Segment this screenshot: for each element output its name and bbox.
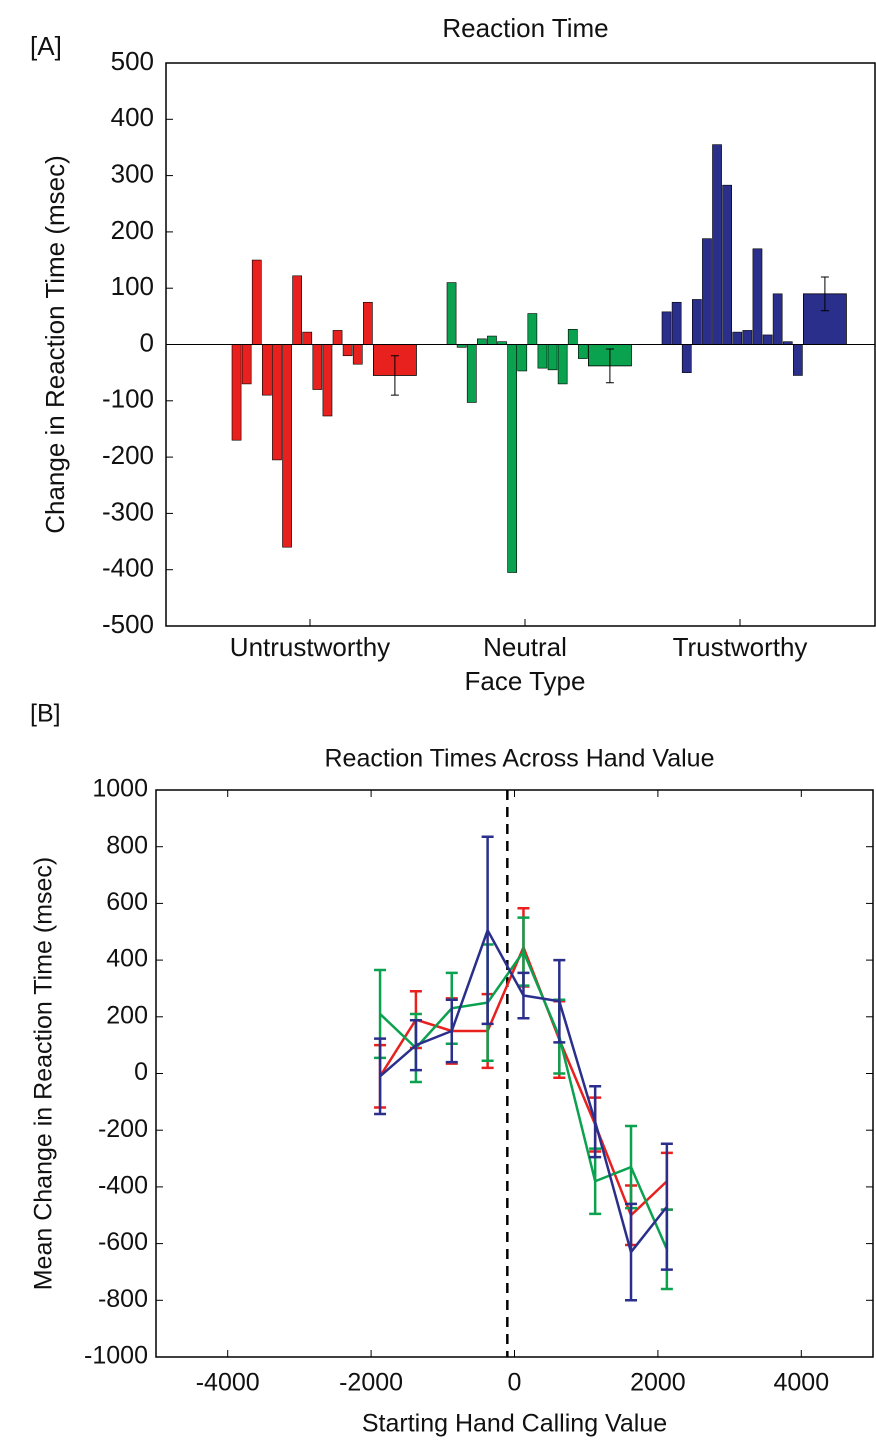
y-tick-label: -400 <box>98 1172 148 1200</box>
panel-label: [B] <box>30 700 61 728</box>
y-tick-label: 0 <box>134 1058 148 1086</box>
y-tick-label: -300 <box>102 496 154 526</box>
bar <box>241 344 252 385</box>
chart-title: Reaction Times Across Hand Value <box>324 745 714 773</box>
y-tick-label: -800 <box>98 1285 148 1313</box>
bar <box>702 238 712 345</box>
x-tick-label: Untrustworthy <box>230 632 390 662</box>
y-tick-label: -200 <box>102 440 154 470</box>
bar <box>567 328 578 345</box>
series-line <box>379 927 668 1255</box>
y-tick-label: -600 <box>98 1228 148 1256</box>
x-tick-label: -2000 <box>339 1369 403 1397</box>
bar <box>712 144 722 345</box>
bar <box>792 344 803 376</box>
x-tick-label: 0 <box>508 1369 522 1397</box>
y-tick-label: 400 <box>106 945 148 973</box>
bar <box>507 344 518 573</box>
y-tick-label: 1000 <box>92 775 148 803</box>
bar <box>251 259 262 345</box>
y-tick-label: 600 <box>106 888 148 916</box>
bar <box>312 344 323 390</box>
y-tick-label: 500 <box>111 46 154 76</box>
bar <box>282 344 292 548</box>
y-tick-label: -100 <box>102 384 154 414</box>
bar <box>537 344 548 369</box>
bar <box>557 344 568 385</box>
error-bar <box>820 276 829 312</box>
bar <box>292 275 303 345</box>
error-bar <box>390 355 399 396</box>
bar <box>752 248 763 345</box>
bar <box>302 331 313 345</box>
bar <box>671 301 682 345</box>
bar <box>352 344 363 365</box>
x-tick-label: 4000 <box>773 1369 829 1397</box>
bar <box>272 344 282 461</box>
bar <box>547 344 558 371</box>
bar <box>487 335 497 345</box>
bar <box>261 344 272 396</box>
bar <box>722 184 732 345</box>
bar <box>691 299 702 345</box>
x-tick-label: Trustworthy <box>673 632 808 662</box>
bar <box>476 338 487 345</box>
bar <box>527 313 538 345</box>
bar <box>681 344 692 373</box>
bar <box>762 334 773 345</box>
y-tick-label: -400 <box>102 553 154 583</box>
y-axis-label: Change in Reaction Time (msec) <box>40 155 70 534</box>
y-tick-label: 0 <box>140 327 154 357</box>
y-tick-label: 300 <box>111 158 154 188</box>
bar <box>322 344 333 417</box>
bar <box>231 344 242 441</box>
bar <box>517 344 528 372</box>
bar <box>732 331 743 345</box>
y-axis-label: Mean Change in Reaction Time (msec) <box>30 857 58 1291</box>
y-tick-label: -1000 <box>84 1342 148 1370</box>
plot-frame <box>155 789 874 1358</box>
bar <box>342 344 353 357</box>
y-tick-label: 200 <box>111 215 154 245</box>
panel-label: [A] <box>30 31 62 61</box>
y-tick-label: -200 <box>98 1115 148 1143</box>
y-tick-label: 100 <box>111 271 154 301</box>
bar <box>742 330 753 345</box>
bar <box>772 293 783 345</box>
bar <box>362 301 373 345</box>
bar <box>661 311 672 345</box>
bar <box>332 330 343 345</box>
y-tick-label: 200 <box>106 1001 148 1029</box>
bar <box>466 344 477 403</box>
bar <box>577 344 588 359</box>
y-tick-label: 400 <box>111 102 154 132</box>
y-tick-label: -500 <box>102 609 154 639</box>
x-axis-label: Face Type <box>465 666 586 696</box>
series-line <box>379 949 669 1250</box>
x-tick-label: 2000 <box>630 1369 686 1397</box>
x-tick-label: -4000 <box>196 1369 260 1397</box>
x-tick-label: Neutral <box>483 632 567 662</box>
x-axis-label: Starting Hand Calling Value <box>362 1410 667 1438</box>
bar <box>446 282 457 345</box>
y-tick-label: 800 <box>106 831 148 859</box>
chart-title: Reaction Time <box>442 13 608 43</box>
error-bar <box>605 348 614 384</box>
